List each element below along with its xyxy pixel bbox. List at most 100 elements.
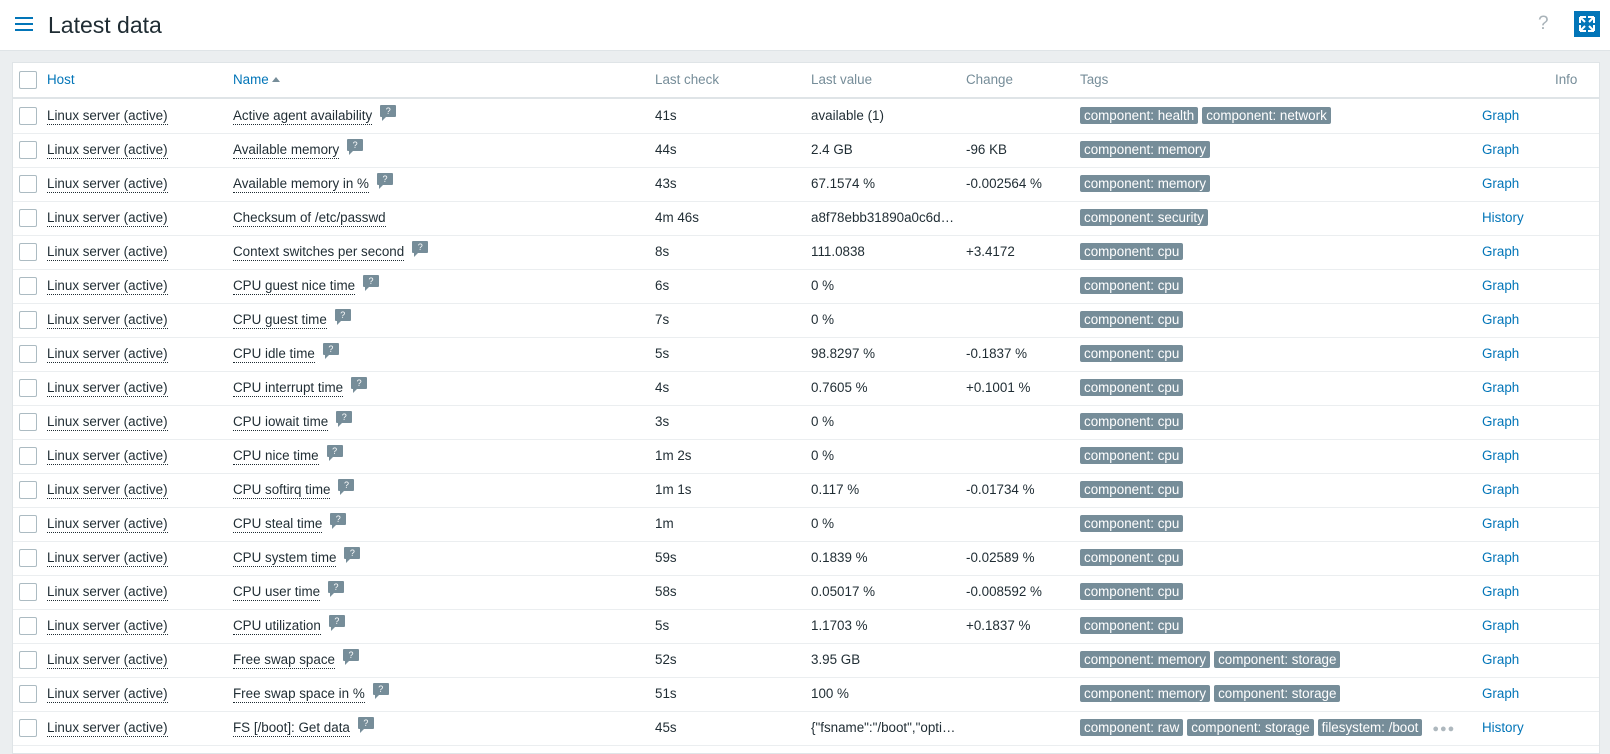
checkbox[interactable] [19,277,37,295]
checkbox[interactable] [19,107,37,125]
info-link[interactable]: Graph [1482,346,1520,361]
help-icon[interactable]: ? [351,377,368,393]
host-link[interactable]: Linux server (active) [47,414,168,431]
help-icon[interactable]: ? [344,547,361,563]
host-link[interactable]: Linux server (active) [47,142,168,159]
item-name[interactable]: CPU idle time [233,346,315,363]
checkbox[interactable] [19,141,37,159]
help-icon[interactable]: ? [342,649,359,665]
host-link[interactable]: Linux server (active) [47,618,168,635]
tag[interactable]: component: raw [1080,719,1184,736]
item-name[interactable]: CPU softirq time [233,482,331,499]
item-name[interactable]: Checksum of /etc/passwd [233,210,386,227]
item-name[interactable]: CPU iowait time [233,414,329,431]
help-icon[interactable]: ? [338,479,355,495]
info-link[interactable]: Graph [1482,652,1520,667]
item-name[interactable]: CPU user time [233,584,321,601]
checkbox[interactable] [19,71,37,89]
help-icon[interactable]: ? [330,513,347,529]
host-link[interactable]: Linux server (active) [47,108,168,125]
more-tags[interactable]: ●●● [1432,723,1456,735]
host-link[interactable]: Linux server (active) [47,312,168,329]
tag[interactable]: component: cpu [1080,549,1184,566]
item-name[interactable]: FS [/boot]: Get data [233,720,350,737]
item-name[interactable]: Free swap space [233,652,335,669]
help-icon[interactable]: ? [376,173,393,189]
host-link[interactable]: Linux server (active) [47,210,168,227]
info-link[interactable]: Graph [1482,686,1520,701]
info-link[interactable]: Graph [1482,278,1520,293]
menu-button[interactable] [15,17,33,31]
column-header[interactable]: Host [47,72,75,87]
tag[interactable]: component: cpu [1080,515,1184,532]
checkbox[interactable] [19,413,37,431]
info-link[interactable]: Graph [1482,108,1520,123]
tag[interactable]: component: memory [1080,141,1211,158]
tag[interactable]: component: network [1202,107,1331,124]
kiosk-button[interactable] [1574,11,1600,37]
checkbox[interactable] [19,447,37,465]
item-name[interactable]: Available memory in % [233,176,369,193]
host-link[interactable]: Linux server (active) [47,652,168,669]
tag[interactable]: component: cpu [1080,243,1184,260]
tag[interactable]: component: cpu [1080,583,1184,600]
info-link[interactable]: Graph [1482,414,1520,429]
item-name[interactable]: Available memory [233,142,340,159]
tag[interactable]: component: cpu [1080,277,1184,294]
host-link[interactable]: Linux server (active) [47,380,168,397]
info-link[interactable]: Graph [1482,312,1520,327]
info-link[interactable]: Graph [1482,448,1520,463]
tag[interactable]: component: storage [1214,685,1341,702]
info-link[interactable]: Graph [1482,482,1520,497]
item-name[interactable]: Free swap space in % [233,686,365,703]
help-icon[interactable]: ? [322,343,339,359]
item-name[interactable]: CPU guest time [233,312,327,329]
tag[interactable]: component: cpu [1080,345,1184,362]
item-name[interactable]: CPU steal time [233,516,323,533]
info-link[interactable]: Graph [1482,550,1520,565]
item-name[interactable]: Active agent availability [233,108,373,125]
info-link[interactable]: Graph [1482,380,1520,395]
host-link[interactable]: Linux server (active) [47,448,168,465]
help-icon[interactable]: ? [336,411,353,427]
info-link[interactable]: Graph [1482,176,1520,191]
help-button[interactable]: ? [1538,13,1549,34]
host-link[interactable]: Linux server (active) [47,244,168,261]
info-link[interactable]: Graph [1482,516,1520,531]
tag[interactable]: component: storage [1187,719,1314,736]
tag[interactable]: component: memory [1080,651,1211,668]
info-link[interactable]: History [1482,210,1524,225]
checkbox[interactable] [19,209,37,227]
host-link[interactable]: Linux server (active) [47,346,168,363]
checkbox[interactable] [19,549,37,567]
info-link[interactable]: Graph [1482,142,1520,157]
item-name[interactable]: CPU nice time [233,448,319,465]
help-icon[interactable]: ? [326,445,343,461]
host-link[interactable]: Linux server (active) [47,720,168,737]
help-icon[interactable]: ? [363,275,380,291]
host-link[interactable]: Linux server (active) [47,686,168,703]
info-link[interactable]: History [1482,720,1524,735]
tag[interactable]: component: health [1080,107,1199,124]
checkbox[interactable] [19,515,37,533]
item-name[interactable]: CPU system time [233,550,337,567]
tag[interactable]: component: cpu [1080,413,1184,430]
host-link[interactable]: Linux server (active) [47,278,168,295]
checkbox[interactable] [19,651,37,669]
help-icon[interactable]: ? [328,581,345,597]
help-icon[interactable]: ? [328,615,345,631]
info-link[interactable]: Graph [1482,618,1520,633]
host-link[interactable]: Linux server (active) [47,550,168,567]
item-name[interactable]: CPU utilization [233,618,321,635]
tag[interactable]: component: cpu [1080,311,1184,328]
info-link[interactable]: Graph [1482,584,1520,599]
checkbox[interactable] [19,617,37,635]
checkbox[interactable] [19,379,37,397]
item-name[interactable]: Context switches per second [233,244,405,261]
tag[interactable]: component: storage [1214,651,1341,668]
host-link[interactable]: Linux server (active) [47,516,168,533]
checkbox[interactable] [19,685,37,703]
help-icon[interactable]: ? [380,105,397,121]
tag[interactable]: component: cpu [1080,617,1184,634]
help-icon[interactable]: ? [334,309,351,325]
